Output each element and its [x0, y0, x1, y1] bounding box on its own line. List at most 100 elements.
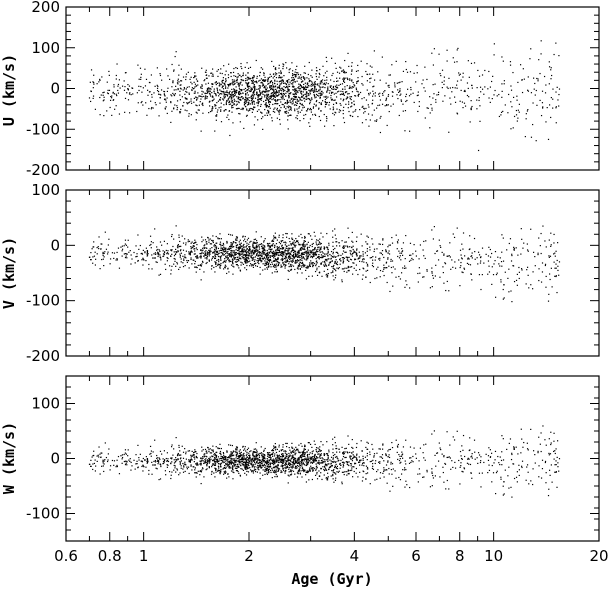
u-point: [140, 76, 142, 78]
u-point: [232, 94, 234, 96]
v-point: [213, 266, 215, 269]
u-point: [281, 103, 283, 106]
u-point: [555, 107, 557, 109]
u-point: [295, 96, 298, 98]
u-point: [294, 89, 296, 91]
u-point: [149, 81, 151, 84]
v-point: [299, 249, 301, 251]
u-point: [269, 85, 271, 87]
v-point: [174, 260, 176, 262]
u-point: [296, 90, 298, 93]
u-point: [234, 92, 236, 95]
u-point: [298, 87, 300, 89]
u-point: [336, 91, 339, 93]
v-point: [285, 247, 287, 249]
w-point: [105, 456, 108, 459]
v-point: [388, 253, 391, 255]
u-point: [429, 112, 431, 114]
v-point: [343, 245, 345, 247]
u-point: [178, 74, 180, 76]
u-point: [246, 92, 248, 94]
v-point: [135, 256, 137, 258]
v-point: [273, 236, 275, 239]
u-point: [250, 77, 252, 80]
v-point: [106, 253, 109, 255]
v-point: [418, 267, 420, 269]
v-point: [309, 254, 311, 256]
u-point: [228, 83, 230, 86]
v-point: [383, 264, 385, 266]
v-point: [206, 247, 208, 249]
u-point: [140, 78, 142, 80]
u-point: [294, 96, 296, 99]
w-point: [293, 463, 295, 466]
v-point: [260, 261, 262, 263]
v-point: [481, 274, 483, 276]
u-point: [383, 91, 385, 93]
v-point: [314, 252, 316, 254]
w-point: [245, 454, 247, 456]
u-point: [246, 85, 248, 87]
u-point: [363, 108, 365, 110]
u-point: [228, 93, 230, 95]
u-point: [342, 69, 345, 71]
u-point: [252, 94, 254, 96]
u-point: [266, 104, 268, 107]
v-point: [378, 243, 380, 245]
v-point: [365, 262, 368, 264]
v-point: [286, 260, 289, 262]
u-point: [198, 95, 200, 97]
u-point: [461, 101, 464, 103]
v-point: [241, 255, 243, 258]
u-point: [207, 91, 209, 93]
w-point: [478, 454, 481, 456]
v-point: [312, 264, 315, 266]
u-point: [273, 75, 275, 77]
v-point: [487, 255, 490, 257]
u-point: [286, 106, 288, 108]
u-panel-frame: [65, 6, 600, 171]
v-point: [337, 255, 339, 257]
v-point: [454, 261, 456, 263]
v-point: [238, 259, 240, 261]
v-point: [347, 227, 349, 229]
u-point: [292, 81, 294, 84]
v-point: [444, 263, 447, 265]
v-point: [202, 247, 204, 249]
v-point: [160, 259, 162, 261]
v-point: [101, 243, 103, 245]
v-point: [452, 266, 454, 268]
v-point: [274, 264, 276, 267]
v-point: [268, 248, 270, 250]
v-point: [206, 252, 208, 254]
u-point: [144, 85, 147, 87]
v-point: [254, 256, 257, 258]
u-point: [127, 88, 129, 90]
v-point: [201, 260, 204, 262]
v-point: [336, 267, 338, 269]
u-point: [277, 99, 279, 101]
u-point: [265, 94, 267, 96]
u-point: [301, 103, 303, 105]
u-point: [240, 81, 242, 83]
u-point: [450, 103, 452, 105]
u-point: [281, 82, 283, 84]
u-point: [271, 92, 273, 94]
v-point: [166, 256, 168, 259]
v-point: [294, 253, 297, 255]
v-point: [219, 256, 222, 258]
v-point: [492, 274, 495, 276]
v-point: [220, 259, 222, 261]
v-point: [549, 278, 551, 281]
w-point: [182, 462, 184, 465]
u-point: [470, 107, 472, 109]
u-point: [335, 96, 338, 98]
v-point: [284, 244, 286, 246]
v-point: [237, 246, 240, 248]
u-point: [267, 83, 269, 85]
v-point: [137, 259, 139, 262]
u-point: [258, 100, 260, 103]
v-point: [257, 255, 260, 257]
v-point: [317, 239, 319, 242]
u-point: [337, 80, 339, 82]
